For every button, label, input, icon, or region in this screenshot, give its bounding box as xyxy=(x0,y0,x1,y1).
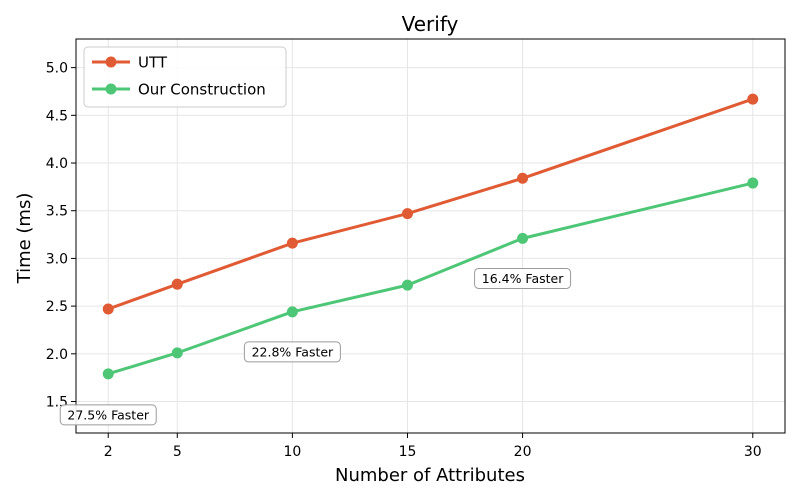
series-point-0 xyxy=(517,172,529,184)
annotations: 27.5% Faster 22.8% Faster 16.4% Faster xyxy=(59,267,572,426)
legend-label: Our Construction xyxy=(138,81,266,99)
series-point-0 xyxy=(171,278,183,290)
series-point-0 xyxy=(401,208,413,220)
x-tick-label: 2 xyxy=(104,444,113,460)
legend-box xyxy=(83,46,287,108)
series-point-1 xyxy=(401,279,413,291)
y-tick-label: 3.0 xyxy=(46,251,68,267)
annotation-label: 16.4% Faster xyxy=(482,271,564,286)
series-point-1 xyxy=(286,306,298,318)
legend-item-0: UTT xyxy=(92,54,168,72)
series-point-0 xyxy=(102,303,114,315)
x-tick-label: 10 xyxy=(283,444,301,460)
y-tick-label: 4.5 xyxy=(46,108,68,124)
annotation-0: 27.5% Faster xyxy=(59,404,157,426)
legend: UTT Our Construction xyxy=(83,46,287,108)
x-tick-label: 5 xyxy=(173,444,182,460)
series-point-0 xyxy=(747,93,759,105)
y-tick-label: 2.5 xyxy=(46,299,68,315)
x-tick-label: 20 xyxy=(514,444,532,460)
x-axis-label: Number of Attributes xyxy=(335,465,525,486)
annotation-label: 22.8% Faster xyxy=(252,344,334,359)
series-point-0 xyxy=(286,237,298,249)
y-tick-label: 5.0 xyxy=(46,61,68,77)
series-point-1 xyxy=(171,347,183,359)
x-tick-label: 30 xyxy=(744,444,762,460)
y-tick-label: 4.0 xyxy=(46,156,68,172)
y-axis-label: Time (ms) xyxy=(14,193,35,285)
series-point-1 xyxy=(517,232,529,244)
y-tick-label: 3.5 xyxy=(46,204,68,220)
legend-swatch-marker xyxy=(105,56,117,68)
y-tick-label: 2.0 xyxy=(46,347,68,363)
annotation-1: 22.8% Faster xyxy=(243,341,341,363)
annotation-label: 27.5% Faster xyxy=(67,407,149,422)
series-layer xyxy=(102,93,759,380)
legend-item-1: Our Construction xyxy=(92,81,266,99)
plot-frame xyxy=(75,38,786,434)
annotation-box xyxy=(474,267,572,289)
annotation-2: 16.4% Faster xyxy=(474,267,572,289)
axes: 2 5 10 15 20 301.52.02.53.03.54.04.55.0 xyxy=(46,38,786,460)
grid xyxy=(76,39,785,433)
series-line-1 xyxy=(106,181,755,376)
x-tick-label: 15 xyxy=(399,444,417,460)
legend-label: UTT xyxy=(138,54,168,72)
chart-title: Verify xyxy=(402,12,459,36)
annotation-box xyxy=(59,404,157,426)
series-point-1 xyxy=(102,368,114,380)
series-line-0 xyxy=(106,97,755,311)
series-point-1 xyxy=(747,177,759,189)
annotation-box xyxy=(243,341,341,363)
legend-swatch-marker xyxy=(105,83,117,95)
